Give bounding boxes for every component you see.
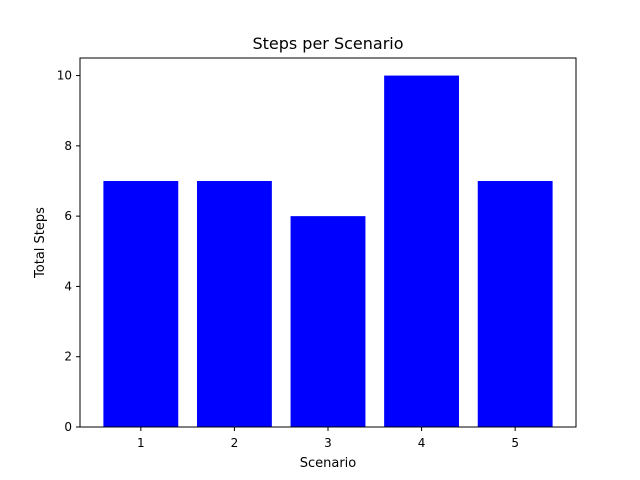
y-axis-ticks: 0 2 4 6 8 10 — [57, 69, 80, 434]
x-tick-label: 2 — [231, 436, 239, 450]
bar-scenario-2 — [196, 181, 272, 427]
bar-scenario-1 — [103, 181, 179, 427]
x-tick-label: 3 — [324, 436, 332, 450]
x-tick-label: 5 — [511, 436, 519, 450]
x-axis-ticks: 1 2 3 4 5 — [137, 427, 519, 450]
y-tick-label: 6 — [64, 209, 72, 223]
bar-scenario-3 — [290, 216, 366, 427]
bar-scenario-5 — [477, 181, 553, 427]
chart-title: Steps per Scenario — [252, 34, 403, 53]
x-tick-label: 4 — [418, 436, 426, 450]
y-tick-label: 10 — [57, 69, 72, 83]
y-tick-label: 4 — [64, 279, 72, 293]
x-tick-label: 1 — [137, 436, 145, 450]
y-axis-label: Total Steps — [33, 207, 48, 279]
y-tick-label: 8 — [64, 139, 72, 153]
x-axis-label: Scenario — [300, 456, 357, 471]
y-tick-label: 0 — [64, 420, 72, 434]
bar-scenario-4 — [384, 75, 460, 428]
bars-group — [103, 75, 553, 428]
y-tick-label: 2 — [64, 350, 72, 364]
plot-area-frame — [79, 57, 577, 428]
